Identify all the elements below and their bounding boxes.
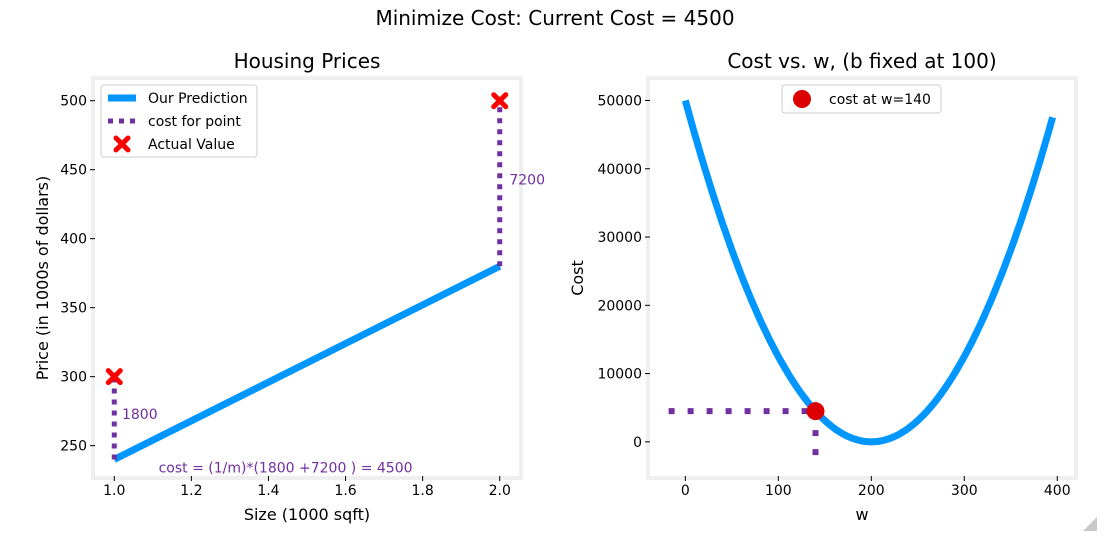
plot-frame <box>646 76 1078 480</box>
y-tick-label: 450 <box>60 163 87 179</box>
x-tick-label: 300 <box>951 483 978 499</box>
annotation-3: cost = (1/m)*(1800 +7200 ) = 4500 <box>159 461 413 477</box>
housing-prices-chart: Housing Prices Size (1000 sqft) Price (i… <box>33 49 545 524</box>
legend-swatch-actual <box>113 135 131 153</box>
x-tick-label: 0 <box>681 483 690 499</box>
x-tick-label: 1.0 <box>103 483 125 499</box>
legend: cost at w=140 <box>781 84 942 114</box>
x-tick-label: 2.0 <box>489 483 511 499</box>
legend-label-cost-point: cost at w=140 <box>829 92 931 108</box>
annotation-1: 1800 <box>122 407 158 423</box>
y-axis-label: Cost <box>568 260 587 296</box>
legend-box <box>781 84 942 114</box>
legend-label-prediction: Our Prediction <box>148 91 248 107</box>
x-tick-label: 200 <box>858 483 885 499</box>
x-tick-label: 1.6 <box>334 483 356 499</box>
y-tick-label: 20000 <box>597 298 642 314</box>
x-tick-label: 400 <box>1044 483 1071 499</box>
y-tick-label: 250 <box>60 439 87 455</box>
figure-suptitle: Minimize Cost: Current Cost = 4500 <box>375 6 734 30</box>
actual-value-point-1 <box>105 368 123 386</box>
y-tick-label: 350 <box>60 301 87 317</box>
actual-value-point-2 <box>491 92 509 110</box>
x-tick-label: 1.8 <box>412 483 434 499</box>
chart-title: Housing Prices <box>234 49 381 73</box>
legend-label-cost: cost for point <box>148 114 241 130</box>
y-tick-label: 500 <box>60 94 87 110</box>
x-tick-label: 1.2 <box>180 483 202 499</box>
cost-point <box>806 402 825 421</box>
y-tick-label: 50000 <box>597 93 642 109</box>
y-tick-label: 30000 <box>597 230 642 246</box>
y-tick-label: 10000 <box>597 367 642 383</box>
y-axis-label: Price (in 1000s of dollars) <box>33 176 52 380</box>
x-axis-label: w <box>855 505 868 524</box>
y-tick-label: 40000 <box>597 162 642 178</box>
annotation-2: 7200 <box>509 172 545 188</box>
legend-swatch-cost-point <box>793 90 811 108</box>
y-tick-label: 300 <box>60 370 87 386</box>
y-tick-label: 0 <box>633 435 642 451</box>
prediction-line <box>112 263 502 463</box>
cost-vs-w-chart: Cost vs. w, (b fixed at 100) w Cost 0 100… <box>568 49 1078 524</box>
legend-label-actual: Actual Value <box>148 137 235 153</box>
x-tick-label: 100 <box>765 483 792 499</box>
x-axis-label: Size (1000 sqft) <box>244 505 370 524</box>
y-tick-label: 400 <box>60 232 87 248</box>
resize-grip-icon[interactable] <box>1083 517 1097 531</box>
chart-title: Cost vs. w, (b fixed at 100) <box>727 49 996 73</box>
legend: Our Prediction cost for point Actual Val… <box>100 84 258 158</box>
legend-box <box>100 84 258 158</box>
cost-curve <box>681 99 1056 446</box>
x-tick-label: 1.4 <box>257 483 279 499</box>
